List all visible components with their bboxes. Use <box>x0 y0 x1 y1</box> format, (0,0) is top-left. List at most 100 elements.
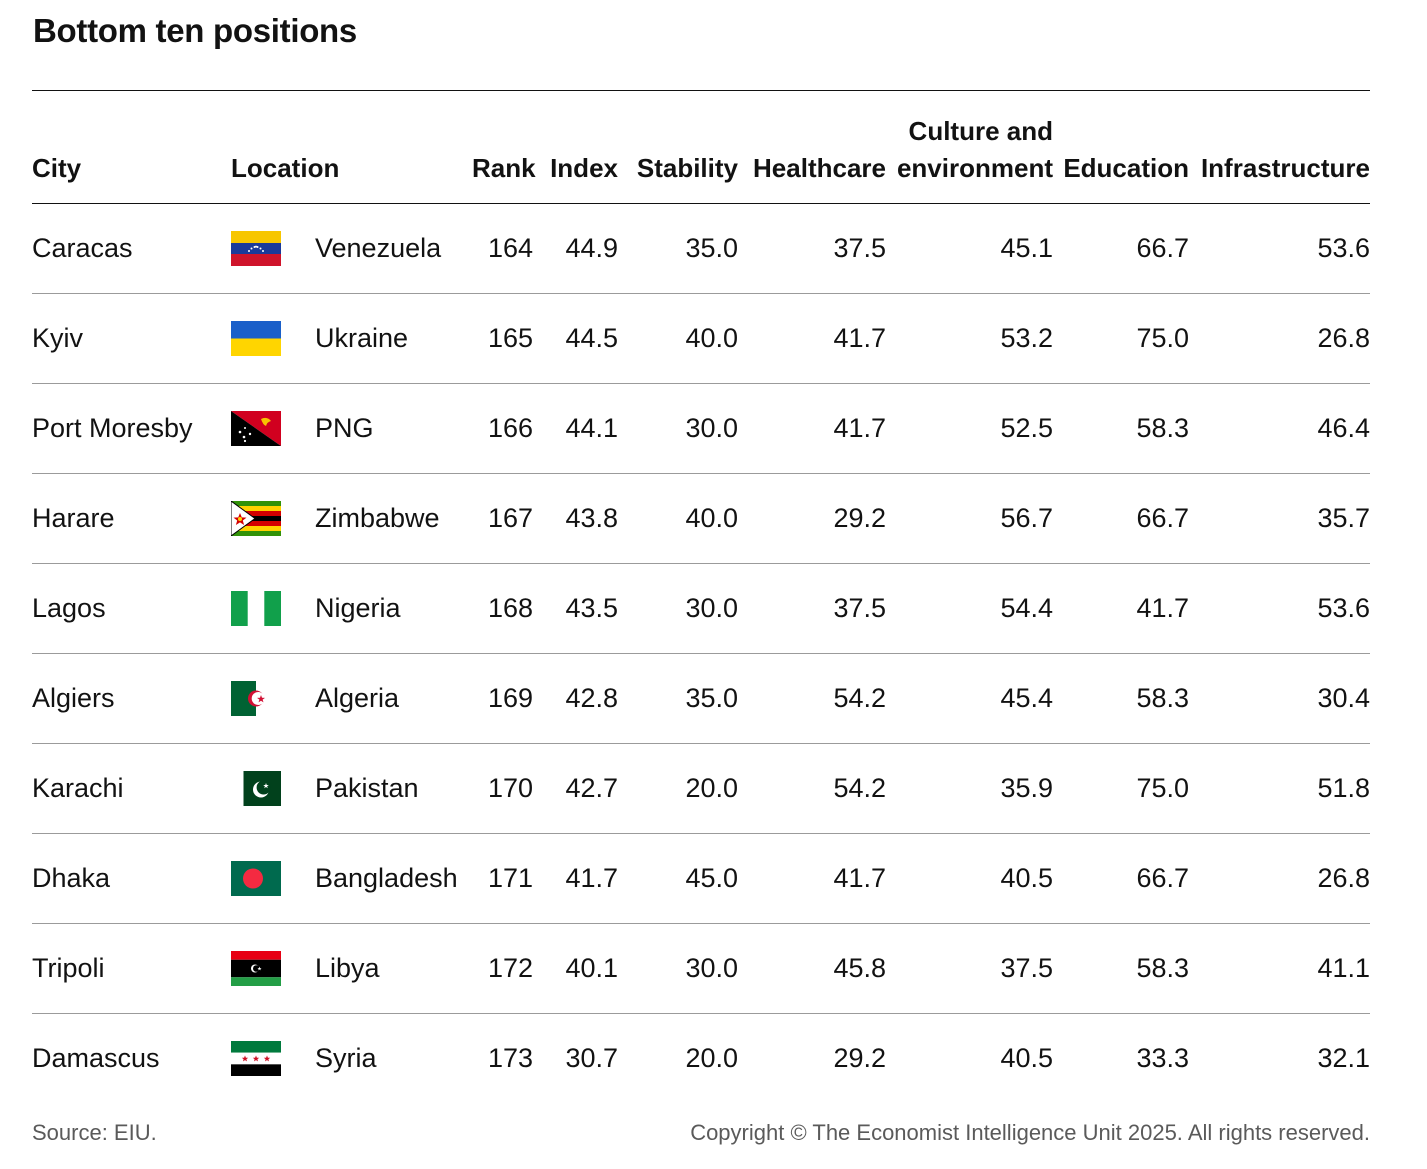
location-cell: Venezuela <box>315 203 472 294</box>
header-culture-line1: Culture and <box>908 116 1053 146</box>
header-location: Location <box>231 91 472 204</box>
index-cell: 30.7 <box>565 1043 618 1073</box>
bangladesh-flag-icon <box>231 861 281 896</box>
healthcare-cell: 41.7 <box>738 383 886 474</box>
culture-cell: 35.9 <box>886 743 1053 834</box>
rank-cell: 173 <box>487 1043 533 1073</box>
stability-cell: 20.0 <box>618 743 738 834</box>
ukraine-flag-icon <box>231 321 281 356</box>
city-cell: Algiers <box>32 653 231 744</box>
index-cell: 41.7 <box>533 833 618 924</box>
culture-cell: 40.5 <box>1000 1043 1053 1073</box>
nigeria-flag-icon <box>231 591 281 626</box>
rank-cell: 165 <box>472 293 533 384</box>
index-cell: 40.1 <box>533 923 618 1014</box>
header-rank: Rank <box>472 91 536 204</box>
table-row: Kyiv Ukraine 165 44.5 40.0 41.7 53.2 75.0 26.8 <box>32 293 1370 384</box>
infrastructure-cell: 53.6 <box>1189 563 1370 654</box>
algeria-flag-icon <box>231 681 281 716</box>
header-index: Index <box>533 91 618 204</box>
header-stability: Stability <box>618 91 738 204</box>
flag-cell <box>231 653 315 744</box>
city-cell: Karachi <box>32 743 231 834</box>
syria-flag-icon <box>231 1041 281 1076</box>
city-cell: Harare <box>32 473 231 564</box>
city-cell: Tripoli <box>32 923 231 1014</box>
education-cell: 33.3 <box>1136 1043 1189 1073</box>
index-cell: 43.8 <box>533 473 618 564</box>
healthcare-cell: 41.7 <box>738 833 886 924</box>
chart-title: Bottom ten positions <box>33 12 357 49</box>
index-cell: 42.7 <box>533 743 618 834</box>
header-city: City <box>32 91 231 204</box>
stability-cell: 35.0 <box>618 203 738 294</box>
education-cell: 58.3 <box>1053 923 1189 1014</box>
rank-cell: 168 <box>472 563 533 654</box>
index-cell: 44.9 <box>533 203 618 294</box>
location-cell: PNG <box>315 383 472 474</box>
index-cell: 42.8 <box>533 653 618 744</box>
rank-cell: 171 <box>472 833 533 924</box>
education-cell: 58.3 <box>1053 383 1189 474</box>
healthcare-cell: 41.7 <box>738 293 886 384</box>
location-cell: Pakistan <box>315 743 472 834</box>
infrastructure-cell: 51.8 <box>1189 743 1370 834</box>
rank-cell: 164 <box>472 203 533 294</box>
infrastructure-cell: 41.1 <box>1189 923 1370 1014</box>
stability-cell: 40.0 <box>618 473 738 564</box>
education-cell: 58.3 <box>1053 653 1189 744</box>
city-cell: Kyiv <box>32 293 231 384</box>
rank-cell: 170 <box>472 743 533 834</box>
flag-cell <box>231 293 315 384</box>
stability-cell: 30.0 <box>618 563 738 654</box>
culture-cell: 45.4 <box>886 653 1053 744</box>
healthcare-cell: 37.5 <box>738 563 886 654</box>
city-cell: Damascus <box>32 1043 160 1073</box>
education-cell: 66.7 <box>1053 833 1189 924</box>
infrastructure-cell: 32.1 <box>1317 1043 1370 1073</box>
rank-cell: 169 <box>472 653 533 744</box>
flag-cell <box>231 383 315 474</box>
healthcare-cell: 29.2 <box>738 473 886 564</box>
header-culture-line2: environment <box>896 153 1053 183</box>
healthcare-cell: 54.2 <box>738 653 886 744</box>
infrastructure-cell: 53.6 <box>1189 203 1370 294</box>
education-cell: 66.7 <box>1053 203 1189 294</box>
index-cell: 43.5 <box>533 563 618 654</box>
location-cell: Libya <box>315 923 472 1014</box>
png-flag-icon <box>231 411 281 446</box>
flag-cell <box>231 743 315 834</box>
top-rule <box>32 90 1370 91</box>
infrastructure-cell: 30.4 <box>1189 653 1370 744</box>
venezuela-flag-icon <box>231 231 281 266</box>
index-cell: 44.1 <box>533 383 618 474</box>
infrastructure-cell: 26.8 <box>1189 833 1370 924</box>
index-cell: 44.5 <box>533 293 618 384</box>
stability-cell: 40.0 <box>618 293 738 384</box>
source-note: Source: EIU. <box>32 1120 157 1145</box>
culture-cell: 54.4 <box>886 563 1053 654</box>
city-cell: Caracas <box>32 203 231 294</box>
table-row: Damascus Syria 173 30.7 20.0 29.2 40.5 33.3 32.1 <box>32 1014 1370 1104</box>
culture-cell: 52.5 <box>886 383 1053 474</box>
flag-cell <box>231 1014 315 1104</box>
city-cell: Lagos <box>32 563 231 654</box>
ranking-table: City Location Rank Index Stability Healt… <box>32 91 1370 1103</box>
flag-cell <box>231 563 315 654</box>
culture-cell: 56.7 <box>886 473 1053 564</box>
stability-cell: 45.0 <box>618 833 738 924</box>
zimbabwe-flag-icon <box>231 501 281 536</box>
healthcare-cell: 45.8 <box>738 923 886 1014</box>
culture-cell: 40.5 <box>886 833 1053 924</box>
stability-cell: 30.0 <box>618 383 738 474</box>
education-cell: 66.7 <box>1053 473 1189 564</box>
location-cell: Zimbabwe <box>315 473 472 564</box>
location-cell: Algeria <box>315 653 472 744</box>
table-row: Dhaka Bangladesh 171 41.7 45.0 41.7 40.5 66.7 26… <box>32 833 1370 924</box>
table-row: Caracas Venezuela 164 44.9 35.0 37.5 45.1 66.7 5… <box>32 203 1370 294</box>
stability-cell: 35.0 <box>618 653 738 744</box>
location-cell: Bangladesh <box>315 833 472 924</box>
location-cell: Syria <box>315 1043 377 1073</box>
culture-cell: 45.1 <box>886 203 1053 294</box>
rank-cell: 166 <box>472 383 533 474</box>
